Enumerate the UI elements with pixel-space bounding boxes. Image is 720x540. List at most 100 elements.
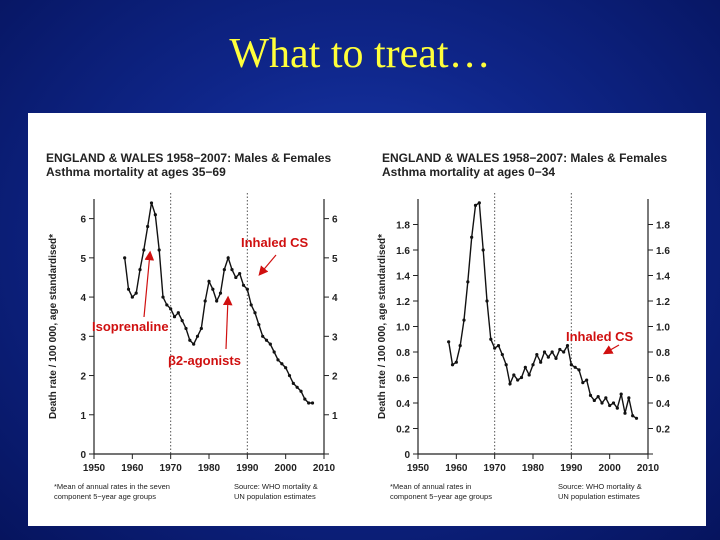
- data-point: [218, 291, 223, 295]
- data-point: [134, 291, 138, 295]
- y-tick-label-right: 3: [332, 332, 338, 343]
- data-point: [280, 362, 284, 366]
- data-point: [253, 311, 257, 315]
- data-point: [508, 382, 512, 386]
- footnote-right: Source: WHO mortality &: [234, 482, 318, 491]
- data-point: [596, 395, 600, 399]
- slide-title: What to treat…: [229, 31, 491, 77]
- y-tick-label-right: 1.6: [656, 246, 670, 257]
- data-point: [184, 326, 188, 331]
- y-tick-label-right: 2: [332, 372, 338, 383]
- data-point: [268, 342, 272, 346]
- series-line: [448, 201, 637, 419]
- y-tick-label-right: 0.4: [656, 399, 670, 410]
- data-point: [496, 344, 501, 348]
- data-point: [588, 393, 593, 397]
- data-point: [195, 334, 200, 338]
- y-tick-label-left: 3: [80, 332, 86, 343]
- footnote-left: *Mean of annual rates in the seven: [54, 482, 170, 491]
- data-point: [535, 352, 539, 357]
- x-tick-label: 1970: [484, 463, 507, 474]
- annotation-arrow: [602, 344, 620, 355]
- y-tick-label-left: 1: [80, 411, 86, 422]
- annotation-arrow: [222, 295, 233, 350]
- data-point: [307, 401, 311, 405]
- data-point: [192, 342, 196, 346]
- data-point: [188, 338, 192, 342]
- footnote-left: *Mean of annual rates in: [390, 482, 471, 491]
- data-point: [562, 350, 566, 354]
- data-point: [180, 319, 184, 323]
- y-tick-label-left: 1.2: [396, 297, 410, 308]
- x-tick-label: 2010: [313, 463, 336, 474]
- chart-ages-0-34: ENGLAND & WALES 1958−2007: Males & Femal…: [377, 151, 670, 501]
- y-tick-label-left: 0: [80, 450, 86, 461]
- data-point: [207, 279, 211, 283]
- data-point: [130, 295, 134, 299]
- x-tick-label: 1970: [160, 463, 183, 474]
- y-tick-label-right: 1.0: [656, 323, 670, 334]
- data-point: [546, 355, 550, 359]
- y-tick-label-left: 1.6: [396, 246, 410, 257]
- footnote-left: component 5−year age groups: [54, 492, 156, 501]
- data-point: [466, 280, 470, 284]
- x-tick-label: 2010: [637, 463, 660, 474]
- footnote-left: component 5−year age groups: [390, 492, 492, 501]
- y-tick-label-right: 0.8: [656, 348, 670, 359]
- y-axis-label: Death rate / 100 000, age standardised*: [377, 234, 388, 419]
- data-point: [558, 347, 562, 352]
- footnote-right: UN population estimates: [234, 492, 316, 501]
- data-point: [238, 271, 242, 276]
- y-tick-label-left: 4: [80, 293, 86, 304]
- data-point: [157, 248, 161, 252]
- data-point: [138, 268, 142, 272]
- x-tick-label: 2000: [599, 463, 622, 474]
- data-point: [485, 299, 489, 303]
- y-axis-label: Death rate / 100 000, age standardised*: [48, 234, 59, 419]
- annotation-label: Inhaled CS: [241, 235, 309, 250]
- y-tick-label-right: 0.6: [656, 374, 670, 385]
- data-point: [577, 368, 581, 372]
- annotation-label: β2-agonists: [168, 353, 241, 368]
- y-tick-label-left: 0.2: [396, 425, 410, 436]
- y-tick-label-left: 5: [80, 254, 86, 265]
- data-point: [592, 398, 596, 403]
- data-point: [295, 385, 299, 389]
- data-point: [176, 311, 180, 315]
- y-tick-label-right: 1: [332, 411, 338, 422]
- data-point: [477, 201, 481, 205]
- annotation-label: Inhaled CS: [566, 329, 634, 344]
- x-tick-label: 1980: [198, 463, 221, 474]
- footnote-right: Source: WHO mortality &: [558, 482, 642, 491]
- data-point: [303, 397, 307, 401]
- data-point: [161, 295, 165, 299]
- data-point: [619, 392, 623, 396]
- x-tick-label: 1990: [236, 463, 259, 474]
- data-point: [489, 337, 493, 341]
- data-point: [234, 275, 238, 280]
- data-point: [310, 401, 315, 405]
- data-point: [600, 401, 604, 405]
- figures-svg: ENGLAND & WALES 1958−2007: Males & Femal…: [46, 151, 670, 501]
- y-tick-label-left: 0: [404, 450, 410, 461]
- x-tick-label: 1960: [445, 463, 468, 474]
- y-tick-label-right: 5: [332, 254, 338, 265]
- data-point: [123, 256, 127, 260]
- data-point: [450, 363, 455, 367]
- chart-title: ENGLAND & WALES 1958−2007: Males & Femal…: [46, 151, 331, 165]
- data-point: [527, 373, 531, 377]
- data-point: [634, 416, 639, 420]
- data-point: [257, 322, 261, 327]
- data-point: [539, 360, 543, 364]
- data-point: [473, 203, 478, 207]
- data-point: [615, 406, 619, 410]
- y-tick-label-left: 1.4: [396, 272, 410, 283]
- data-point: [199, 326, 203, 331]
- annotation-arrow: [143, 250, 155, 318]
- x-tick-label: 1980: [522, 463, 545, 474]
- data-point: [211, 287, 215, 291]
- series-line: [124, 202, 313, 404]
- data-point: [512, 373, 516, 377]
- data-point: [470, 235, 474, 239]
- y-tick-label-right: 1.2: [656, 297, 670, 308]
